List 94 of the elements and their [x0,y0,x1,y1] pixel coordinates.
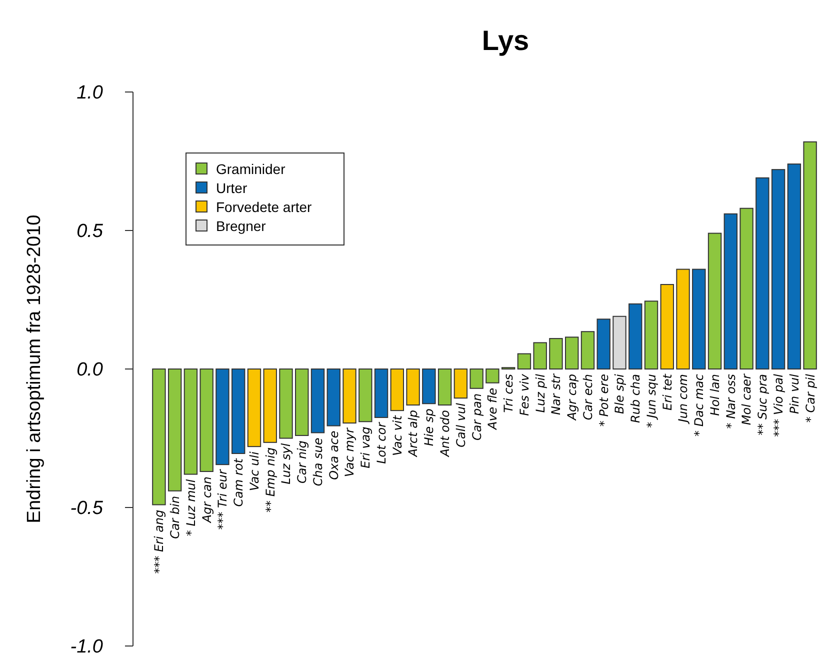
x-tick-label: Ant odo [438,410,452,458]
x-tick-label: Agr cap [565,374,580,422]
x-tick-label: Cha sue [310,438,325,486]
bar [342,368,356,424]
x-tick-label: * Car pil [803,373,818,423]
x-tick-label: Ave fle [486,388,500,431]
x-tick-label: Rub cha [628,374,643,423]
bar [438,368,452,406]
x-tick-label: Ble spi [612,373,627,414]
x-tick-label: Arct alp [406,410,420,458]
x-tick-label: Mol caer [740,372,754,426]
x-tick-label: *** Eri ang [152,509,166,574]
bar [708,232,722,370]
x-tick-label: Jun com [676,374,690,424]
bar [724,213,738,370]
y-tick-label: 1.0 [76,82,104,104]
bar [279,368,293,439]
x-tick-label: * Jun squ [644,374,658,428]
bar [247,368,262,448]
x-tick-label: Lot cor [374,421,388,464]
y-tick-label: -1.0 [70,636,104,658]
x-tick-label: *** Vio pal [772,373,786,437]
bar [771,169,786,370]
bar [200,368,214,472]
x-tick-label: Call vul [454,402,468,448]
bar [454,368,468,399]
x-tick-label: Hie sp [422,408,436,446]
y-tick-label: -0.5 [70,498,104,520]
legend-label: Bregner [216,218,266,234]
x-tick-label: * Nar oss [724,374,738,429]
x-tick-label: Car nig [295,440,310,484]
bar [486,368,500,384]
x-tick-label: Eri vag [358,426,373,468]
bar [517,353,532,370]
x-tick-label: ** Emp nig [263,447,278,512]
y-tick-label: 0.0 [76,360,104,381]
bar [374,368,388,418]
bar [740,208,754,370]
x-tick-label: Luz pil [533,373,548,413]
bar [390,368,404,412]
x-tick-label: Oxa ace [326,430,341,480]
x-tick-label: ** Suc pra [756,374,770,436]
x-tick-label: * Pot ere [596,374,611,427]
bar [326,368,340,426]
x-tick-label: Vac vit [390,414,404,456]
bar [549,338,563,370]
x-tick-label: Cam rot [232,457,246,507]
bar [533,342,547,370]
x-tick-label: Vac uli [247,450,262,492]
x-tick-label: Tri ces [502,374,516,413]
bar [470,368,484,389]
x-tick-label: Luz syl [279,442,294,484]
bar [358,368,372,422]
x-tick-label: Nar str [549,372,564,415]
x-tick-label: Car bin [168,496,182,539]
bar [644,300,658,370]
x-tick-label: Car pan [470,393,484,440]
bar [564,336,579,370]
x-tick-label: Pin vul [787,373,802,414]
x-tick-label: Vac myr [342,426,357,477]
bar [168,368,182,492]
bar [422,368,436,404]
x-tick-label: Agr can [200,476,214,524]
bar [184,368,198,475]
y-tick-label: 0.5 [76,221,104,242]
x-tick-label: Eri tet [660,372,674,410]
bar [612,316,626,370]
bar [216,368,230,466]
x-tick-label: *** Tri eur [216,468,230,530]
bar [310,368,325,434]
bar [756,177,770,370]
bar [676,268,690,370]
y-axis-title: Endring i artsoptimum fra 1928-2010 [24,214,45,524]
bar [628,303,642,370]
bar [692,268,706,370]
bar [406,368,420,406]
chart-title: Lys [482,25,530,56]
x-tick-label: Car ech [580,374,595,420]
legend-label: Urter [216,180,248,196]
x-tick-label: * Luz mul [184,478,198,536]
x-tick-label: * Dac mac [692,374,706,436]
x-tick-label: Fes viv [517,373,532,416]
x-tick-label: Hol lan [708,374,722,416]
bar [263,368,277,443]
legend-label: Graminider [216,160,286,177]
legend-label: Forvedete arter [216,198,312,215]
bar [231,368,246,454]
bar [152,368,166,506]
bar [803,141,817,370]
bar [596,318,610,370]
bar [580,331,595,370]
bar [295,368,309,436]
bar [660,284,674,370]
bar [787,164,802,370]
